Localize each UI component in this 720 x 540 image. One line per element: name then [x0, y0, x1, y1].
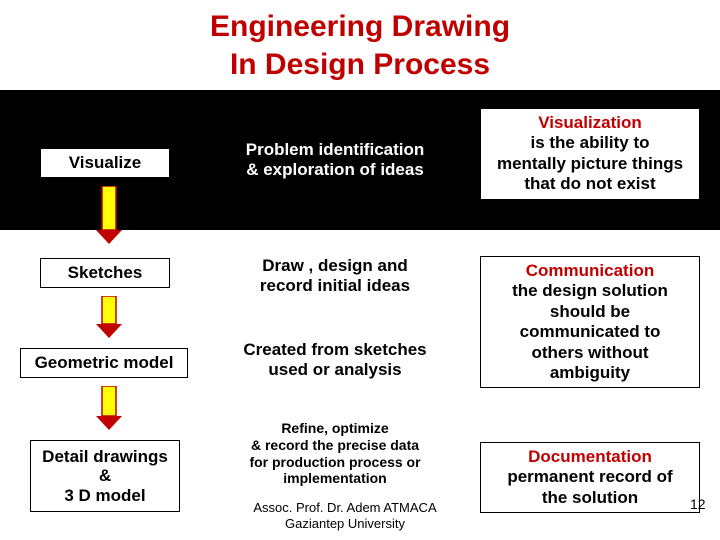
footer-credit: Assoc. Prof. Dr. Adem ATMACA Gaziantep U… [230, 500, 460, 531]
arrow-3 [96, 386, 122, 430]
footer-line-1: Assoc. Prof. Dr. Adem ATMACA [253, 500, 436, 515]
footer-line-2: Gaziantep University [285, 516, 405, 531]
right-box-documentation: Documentation permanent record ofthe sol… [480, 442, 700, 513]
right-box-title: Communication [487, 261, 693, 281]
mid-text-draw-design: Draw , design andrecord initial ideas [220, 256, 450, 297]
right-box-visualization: Visualization is the ability tomentally … [480, 108, 700, 200]
right-box-body: permanent record ofthe solution [487, 467, 693, 508]
left-box-label: Geometric model [35, 353, 174, 373]
slide-title: Engineering Drawing In Design Process [0, 0, 720, 89]
mid-text-content: Draw , design andrecord initial ideas [260, 256, 410, 295]
right-box-body: the design solutionshould becommunicated… [487, 281, 693, 383]
title-line-1: Engineering Drawing [0, 8, 720, 46]
left-box-visualize: Visualize [40, 148, 170, 178]
mid-text-content: Problem identification& exploration of i… [246, 140, 425, 179]
right-box-communication: Communication the design solutionshould … [480, 256, 700, 388]
left-box-detail-drawings: Detail drawings&3 D model [30, 440, 180, 512]
mid-text-refine-optimize: Refine, optimize& record the precise dat… [220, 420, 450, 487]
left-box-geometric-model: Geometric model [20, 348, 188, 378]
right-box-title: Visualization [487, 113, 693, 133]
mid-text-created-from-sketches: Created from sketchesused or analysis [210, 340, 460, 381]
right-box-title: Documentation [487, 447, 693, 467]
title-line-2: In Design Process [0, 46, 720, 84]
left-box-label: Visualize [69, 153, 141, 173]
mid-text-content: Refine, optimize& record the precise dat… [249, 420, 420, 486]
arrow-2 [96, 296, 122, 338]
mid-text-content: Created from sketchesused or analysis [243, 340, 426, 379]
left-box-label: Sketches [68, 263, 143, 283]
page-number: 12 [690, 496, 706, 512]
right-box-body: is the ability tomentally picture things… [487, 133, 693, 194]
arrow-1 [96, 186, 122, 244]
mid-text-problem-identification: Problem identification& exploration of i… [220, 140, 450, 181]
left-box-label: Detail drawings&3 D model [42, 447, 168, 506]
left-box-sketches: Sketches [40, 258, 170, 288]
